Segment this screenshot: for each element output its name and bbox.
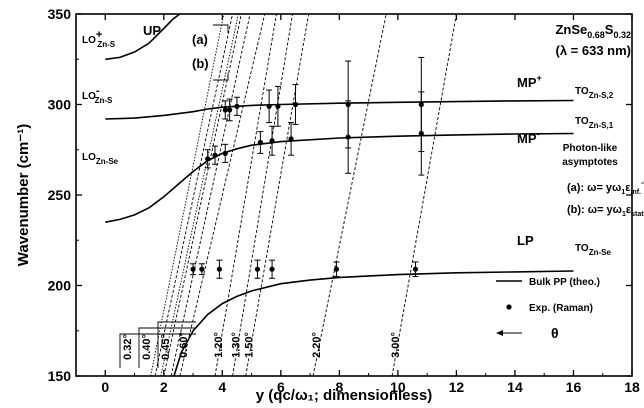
angle-line-8	[391, 13, 457, 377]
data-point-11	[269, 138, 275, 144]
lo-label-0: LO+ Zn-S	[82, 29, 116, 49]
asymptote-label-a: (a)	[192, 32, 208, 47]
data-point-0	[190, 266, 196, 272]
data-point-5	[333, 266, 340, 272]
asymptote-formula-b: (b): ω= yω1εstat.-0.5	[567, 202, 644, 218]
y-tick-label-2: 250	[48, 187, 72, 203]
legend-line-label: Bulk PP (theo.)	[529, 277, 600, 288]
angle-line-5	[232, 13, 293, 377]
y-axis-label: Wavenumber (cm⁻¹)	[15, 124, 32, 266]
angle-connector-1	[138, 327, 196, 368]
to-label-2: TOZn-Se	[575, 243, 611, 257]
series-line-2	[105, 132, 574, 223]
data-point-1	[199, 266, 205, 272]
to-label-0: TOZn-S,2	[575, 86, 614, 100]
angle-label-1: 0.40°	[141, 334, 153, 360]
data-point-12	[288, 136, 294, 142]
series-line-3	[173, 270, 574, 377]
to-label-1: TOZn-S,1	[575, 116, 614, 130]
angle-label-2: 0.45°	[160, 334, 172, 360]
data-point-8	[212, 152, 218, 158]
angle-label-4: 1.20°	[213, 332, 225, 358]
series-line-0	[105, 13, 181, 61]
dotted-lines-layer	[150, 13, 457, 377]
angle-connector-2	[157, 321, 196, 368]
angle-line-0	[154, 13, 233, 377]
angle-label-6: 1.50°	[244, 332, 256, 358]
branch-label-up: UP	[143, 23, 161, 38]
angle-line-7	[312, 13, 387, 377]
y-tick-label-3: 300	[48, 97, 72, 113]
legend-marker-sample	[506, 304, 512, 310]
experimental-points-layer	[190, 56, 425, 279]
callout-a	[213, 24, 229, 33]
angle-label-8: 3.00°	[390, 332, 402, 358]
angle-connector-0	[119, 333, 196, 368]
branch-label-lp: LP	[517, 233, 534, 248]
angle-label-0: 0.32°	[122, 334, 134, 360]
data-point-7	[205, 156, 211, 162]
callout-b	[213, 73, 229, 81]
x-tick-label-0: 0	[101, 379, 109, 395]
y-tick-label-4: 350	[48, 6, 72, 22]
angle-label-5: 1.30°	[231, 332, 243, 358]
data-point-19	[275, 103, 281, 109]
data-point-4	[269, 266, 275, 272]
data-point-20	[292, 101, 299, 108]
data-point-6	[412, 266, 419, 272]
asymptote-formula-a: (a): ω= yω1εinf.-0.5	[567, 180, 644, 196]
x-tick-label-8: 16	[566, 379, 582, 395]
x-tick-label-4: 8	[335, 379, 343, 395]
legend-arrow-head	[496, 330, 503, 336]
asymptotes-title-1: Photon-like	[563, 143, 618, 154]
y-tick-label-1: 200	[48, 278, 72, 294]
x-tick-label-3: 6	[277, 379, 285, 395]
material-label: ZnSe0.68S0.32	[555, 22, 631, 40]
angle-line-2	[170, 13, 251, 377]
angle-line-3	[179, 13, 266, 377]
x-tick-label-2: 4	[218, 379, 226, 395]
x-axis-label: y (qc/ω₁; dimensionless)	[256, 387, 432, 404]
data-point-21	[345, 101, 351, 108]
x-tick-label-9: 18	[624, 379, 640, 395]
legend-marker-label: Exp. (Raman)	[529, 303, 593, 314]
angle-label-7: 2.20°	[311, 332, 323, 358]
data-point-16	[227, 107, 233, 113]
angle-label-3: 0.60°	[178, 332, 190, 358]
series-line-1	[105, 99, 574, 120]
branch-label-mp-plus: MP+	[517, 73, 542, 90]
data-point-17	[234, 103, 240, 109]
angle-line-1	[163, 13, 242, 377]
x-tick-label-5: 10	[390, 379, 406, 395]
branch-label-mp-minus: MP-	[517, 128, 541, 146]
labels-layer: UP MP+ MP- LP LO+ Zn-S LO-Zn-S LOZn-Se TOZn-S,2 T…	[82, 22, 644, 368]
x-tick-label-7: 14	[507, 379, 523, 395]
asymptotes-title-2: asymptotes	[562, 157, 618, 168]
wavelength-label: (λ = 633 nm)	[555, 43, 631, 58]
data-point-18	[266, 103, 272, 109]
angle-line-4	[214, 13, 277, 377]
asymptote-label-b: (b)	[192, 56, 209, 71]
data-point-10	[257, 139, 263, 146]
data-point-2	[216, 266, 222, 272]
y-tick-label-0: 150	[48, 368, 72, 384]
lo-label-1: LO-Zn-S	[82, 85, 113, 105]
x-tick-label-6: 12	[449, 379, 465, 395]
x-tick-label-1: 2	[160, 379, 168, 395]
axes-layer: 0 2 4 6 8 10 12 14 16 18 150 200 250 300 350 y (qc/ω₁; …	[15, 6, 640, 404]
lo-label-2: LOZn-Se	[82, 152, 119, 166]
legend-arrow-label: θ	[551, 325, 559, 341]
data-point-9	[222, 150, 228, 156]
data-point-22	[418, 101, 424, 108]
angle-line-6	[245, 13, 310, 377]
data-point-3	[254, 266, 261, 272]
data-point-15	[222, 107, 228, 113]
